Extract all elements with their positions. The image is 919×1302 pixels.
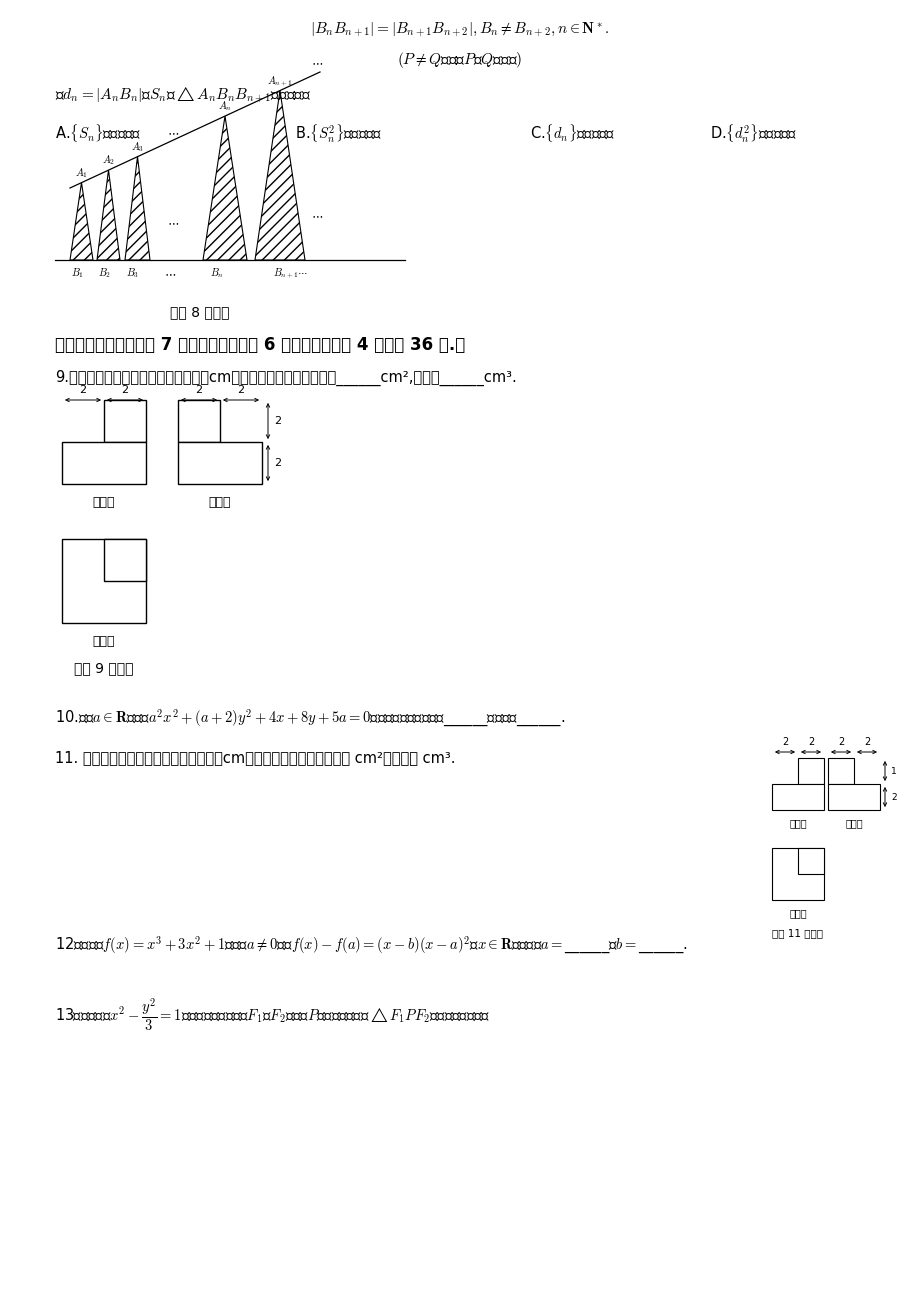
Text: $B_1$: $B_1$ (71, 266, 84, 280)
Text: A.$\{S_n\}$是等差数列: A.$\{S_n\}$是等差数列 (55, 122, 142, 145)
Text: C.$\{d_n\}$是等差数列: C.$\{d_n\}$是等差数列 (529, 122, 615, 145)
Text: 2: 2 (79, 385, 86, 395)
Bar (177, 441, 262, 484)
Text: $A_n$: $A_n$ (218, 99, 232, 113)
Text: $\cdots$: $\cdots$ (164, 266, 176, 279)
Bar (177, 400, 220, 441)
Text: 二、填空题（本大题共 7 小题，多空题每题 6 分，单空题每题 4 分，共 36 分.）: 二、填空题（本大题共 7 小题，多空题每题 6 分，单空题每题 4 分，共 36… (55, 336, 465, 354)
Bar (771, 848, 823, 900)
Text: $B_n$: $B_n$ (210, 266, 224, 280)
Bar (62, 539, 146, 622)
Text: （第 9 题图）: （第 9 题图） (74, 661, 133, 674)
Polygon shape (125, 156, 150, 260)
Text: 侧视图: 侧视图 (845, 818, 862, 828)
Text: 2: 2 (807, 737, 813, 747)
Text: $A_2$: $A_2$ (102, 154, 115, 167)
Text: $\cdots$: $\cdots$ (166, 125, 179, 138)
Text: （第 11 题图）: （第 11 题图） (772, 928, 823, 937)
Text: 12．设函数$f(x)=x^3+3x^2+1$．已知$a\neq0$，且$f(x)-f(a)=(x-b)(x-a)^2$，$x\in\mathbf{R}$，则实: 12．设函数$f(x)=x^3+3x^2+1$．已知$a\neq0$，且$f(x… (55, 935, 686, 956)
Bar (797, 848, 823, 874)
Text: 9.某几何体的三视图如图所示（单位：cm），则该几何体的表面积是______cm²,体积是______cm³.: 9.某几何体的三视图如图所示（单位：cm），则该几何体的表面积是______cm… (55, 370, 516, 387)
Text: 2: 2 (274, 417, 281, 426)
Text: D.$\{d_n^2\}$是等差数列: D.$\{d_n^2\}$是等差数列 (709, 122, 797, 145)
Text: $A_1$: $A_1$ (75, 165, 88, 180)
Text: 2: 2 (890, 793, 896, 802)
Bar (797, 758, 823, 784)
Text: 侧视图: 侧视图 (209, 496, 231, 509)
Text: $B_3$: $B_3$ (126, 266, 139, 280)
Bar (104, 400, 146, 441)
Text: $A_{n+1}$: $A_{n+1}$ (267, 74, 292, 87)
Text: $B_2$: $B_2$ (98, 266, 111, 280)
Polygon shape (203, 116, 246, 260)
Text: 俯视图: 俯视图 (93, 635, 115, 648)
Text: 2: 2 (837, 737, 844, 747)
Text: $(P\neq Q$表示点$P$与$Q$不重合$)$: $(P\neq Q$表示点$P$与$Q$不重合$)$ (397, 49, 522, 70)
Text: $|B_nB_{n+1}|=|B_{n+1}B_{n+2}|, B_n \neq B_{n+2}, n\in\mathbf{N}^*.$: $|B_nB_{n+1}|=|B_{n+1}B_{n+2}|, B_n \neq… (310, 20, 609, 39)
Text: $\cdots$: $\cdots$ (311, 55, 323, 68)
Polygon shape (70, 182, 93, 260)
Text: 13．设双曲线$x^2-\dfrac{y^2}{3}=1$的左、右焦点分别为$F_1$，$F_2$．若点$P$在双曲线上，且$\triangle F_1PF_2: 13．设双曲线$x^2-\dfrac{y^2}{3}=1$的左、右焦点分别为$F… (55, 997, 490, 1034)
Bar (771, 784, 823, 810)
Bar (827, 784, 879, 810)
Text: 2: 2 (274, 458, 281, 467)
Text: 2: 2 (195, 385, 202, 395)
Text: B.$\{S_n^2\}$是等差数列: B.$\{S_n^2\}$是等差数列 (295, 122, 382, 145)
Polygon shape (96, 171, 119, 260)
Bar (62, 441, 146, 484)
Text: 1: 1 (890, 767, 896, 776)
Text: 若$d_n=|A_nB_n|$，$S_n$为$\triangle A_nB_nB_{n+1}$的面积，则: 若$d_n=|A_nB_n|$，$S_n$为$\triangle A_nB_nB… (55, 85, 311, 104)
Bar (827, 758, 853, 784)
Text: 10.已知$a\in\mathbf{R}$，方程$a^2x^2+(a+2)y^2+4x+8y+5a=0$表示圆，则圆心坐标是______，半径是______.: 10.已知$a\in\mathbf{R}$，方程$a^2x^2+(a+2)y^2… (55, 708, 564, 729)
Text: $\cdots$: $\cdots$ (166, 216, 179, 228)
Text: 正视图: 正视图 (93, 496, 115, 509)
Text: 2: 2 (121, 385, 129, 395)
Text: 2: 2 (781, 737, 788, 747)
Bar (104, 539, 146, 581)
Text: 俯视图: 俯视图 (789, 907, 806, 918)
Text: 正视图: 正视图 (789, 818, 806, 828)
Text: $B_{n+1}\cdots$: $B_{n+1}\cdots$ (273, 266, 308, 280)
Text: 11. 某几何体的三视图如图所示（单位：cm），则该几何体的表面积是 cm²，体积是 cm³.: 11. 某几何体的三视图如图所示（单位：cm），则该几何体的表面积是 cm²，体… (55, 750, 455, 766)
Text: $A_3$: $A_3$ (130, 139, 144, 154)
Text: $\cdots$: $\cdots$ (311, 208, 323, 221)
Text: 2: 2 (863, 737, 869, 747)
Text: 2: 2 (237, 385, 244, 395)
Polygon shape (255, 91, 305, 260)
Text: （第 8 题图）: （第 8 题图） (170, 305, 230, 319)
